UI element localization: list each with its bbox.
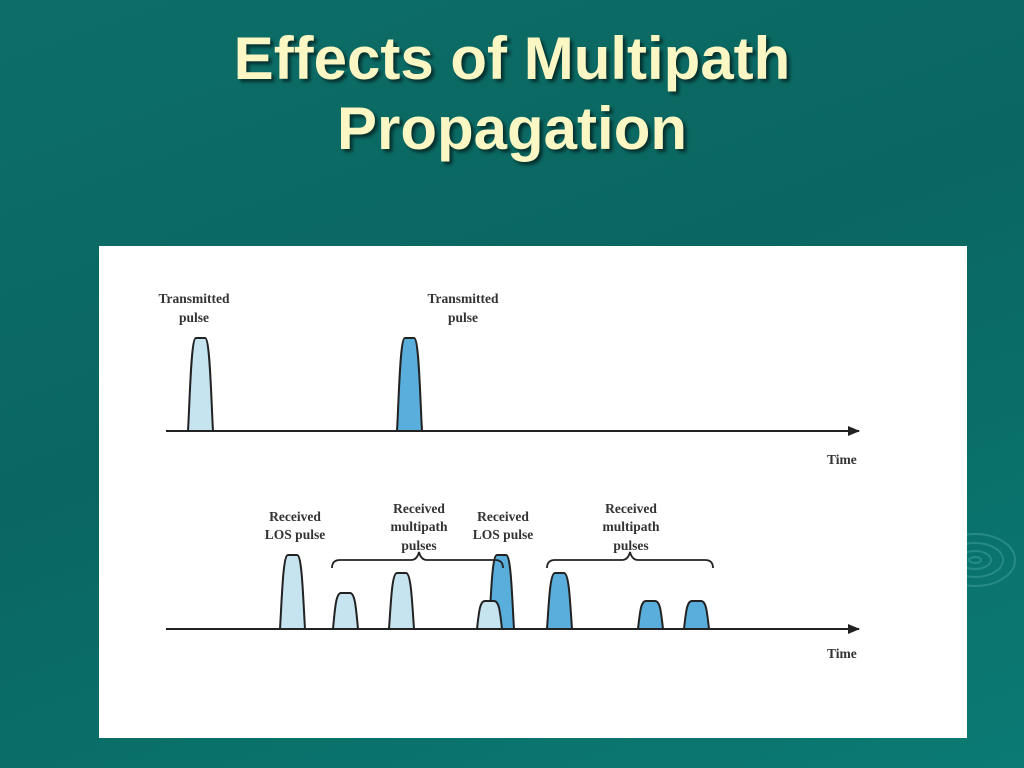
svg-text:Received: Received [477,509,529,524]
svg-text:Transmitted: Transmitted [159,291,230,306]
transmitted-label-2: Transmitted pulse [428,291,499,325]
svg-text:pulses: pulses [613,538,648,553]
svg-text:multipath: multipath [390,519,448,534]
multipath-diagram: Time Transmitted pulse Transmitted pulse… [159,291,860,661]
svg-text:LOS pulse: LOS pulse [265,527,325,542]
multipath-pulse-1a [331,592,360,630]
bottom-axis-label: Time [827,646,857,661]
water-ripple-decoration [934,533,1016,587]
svg-text:Received: Received [605,501,657,516]
multipath-pulse-2a [545,572,574,630]
received-los-pulse-1 [278,554,307,630]
transmitted-pulse-1 [186,337,215,432]
received-multipath-label-1: Received multipath pulses [390,501,448,553]
multipath-diagram-panel: Time Transmitted pulse Transmitted pulse… [99,246,967,738]
overlapping-multipath-pulse [475,600,504,630]
received-los-label-2: Received LOS pulse [473,509,533,542]
slide-title: Effects of Multipath Propagation [0,24,1024,164]
transmitted-label-1: Transmitted pulse [159,291,230,325]
received-multipath-label-2: Received multipath pulses [602,501,660,553]
svg-text:Transmitted: Transmitted [428,291,499,306]
multipath-pulse-1b [387,572,416,630]
svg-text:pulse: pulse [179,310,209,325]
svg-text:Received: Received [269,509,321,524]
svg-text:Received: Received [393,501,445,516]
multipath-brace-2 [546,551,714,569]
title-line-1: Effects of Multipath [233,25,791,92]
multipath-pulse-2c [682,600,711,630]
top-axis-label: Time [827,452,857,467]
multipath-brace-1 [331,551,504,569]
svg-text:pulses: pulses [401,538,436,553]
received-los-label-1: Received LOS pulse [265,509,325,542]
transmitted-pulse-2 [395,337,424,432]
svg-text:multipath: multipath [602,519,660,534]
title-line-2: Propagation [336,95,687,162]
svg-text:pulse: pulse [448,310,478,325]
multipath-pulse-2b [636,600,665,630]
svg-text:LOS pulse: LOS pulse [473,527,533,542]
